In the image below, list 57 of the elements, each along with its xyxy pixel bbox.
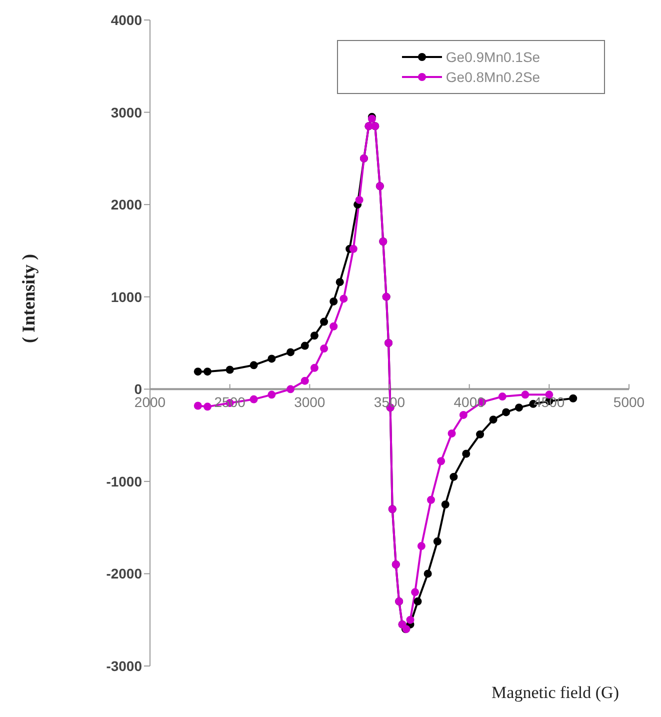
- point: [514, 404, 523, 412]
- point: [502, 408, 510, 416]
- point: [450, 472, 458, 481]
- x-tick-label: 3000: [294, 394, 326, 410]
- point: [268, 354, 276, 363]
- point: [406, 616, 414, 624]
- point: [417, 542, 426, 550]
- point: [498, 392, 506, 401]
- point: [203, 368, 212, 376]
- point: [414, 597, 422, 606]
- point: [286, 348, 295, 356]
- point: [310, 364, 318, 372]
- point: [424, 570, 432, 578]
- point: [349, 244, 358, 253]
- point: [194, 402, 202, 410]
- point: [268, 390, 276, 399]
- point: [569, 394, 578, 402]
- y-tick-label: 0: [134, 381, 142, 398]
- y-tick-label: -2000: [106, 566, 142, 582]
- point: [310, 332, 318, 340]
- point: [226, 366, 234, 374]
- legend-label: Ge0.8Mn0.2Se: [446, 69, 540, 85]
- y-tick-label: -1000: [106, 473, 142, 490]
- x-axis-title: Magnetic field (G): [492, 683, 619, 702]
- y-tick-label: 1000: [110, 288, 142, 305]
- y-tick-label: -3000: [106, 658, 142, 674]
- point: [340, 294, 348, 303]
- point: [336, 278, 344, 286]
- point: [441, 500, 450, 508]
- point: [433, 537, 442, 546]
- point: [194, 368, 202, 376]
- point: [286, 385, 295, 394]
- y-tick-label: 4000: [110, 12, 142, 28]
- point: [250, 395, 258, 404]
- point: [320, 318, 328, 326]
- point: [459, 410, 468, 419]
- point: [300, 376, 309, 385]
- point: [462, 450, 470, 458]
- point: [448, 429, 456, 438]
- y-tick-label: 3000: [110, 104, 142, 120]
- point: [300, 342, 309, 350]
- point: [411, 588, 420, 596]
- x-tick-label: 5000: [613, 394, 645, 410]
- point: [427, 496, 436, 504]
- point: [437, 457, 446, 466]
- point: [521, 390, 530, 399]
- point: [330, 322, 338, 330]
- y-axis-title: ( Intensity ): [18, 254, 38, 343]
- point: [330, 297, 338, 306]
- point: [476, 430, 484, 438]
- legend-label: Ge0.9Mn0.1Se: [446, 49, 540, 65]
- point: [250, 361, 258, 370]
- point: [489, 416, 498, 424]
- point: [355, 196, 364, 204]
- y-tick-label: 2000: [110, 196, 142, 213]
- point: [203, 402, 212, 411]
- point: [320, 344, 328, 353]
